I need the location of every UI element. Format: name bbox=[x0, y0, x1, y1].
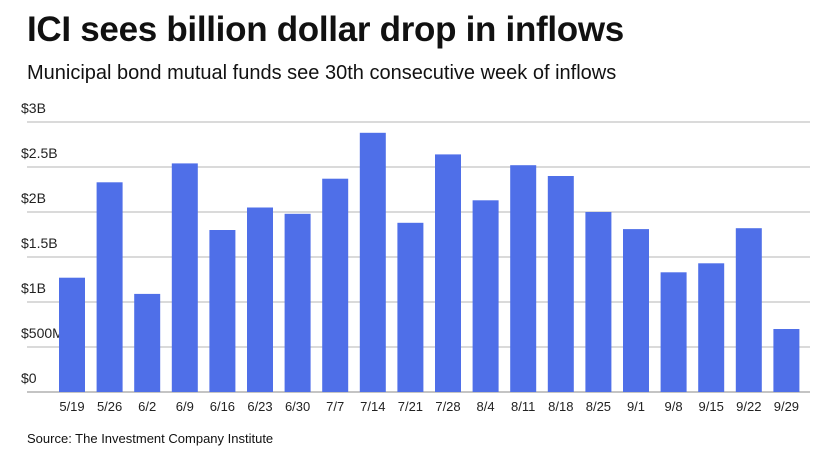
source-note: Source: The Investment Company Institute bbox=[27, 431, 274, 446]
x-tick-label: 9/22 bbox=[736, 399, 761, 414]
y-tick-label: $0 bbox=[21, 370, 37, 386]
y-tick-label: $2.5B bbox=[21, 145, 58, 161]
x-tick-label: 6/9 bbox=[176, 399, 194, 414]
chart-title: ICI sees billion dollar drop in inflows bbox=[27, 10, 624, 49]
bar-5-26 bbox=[96, 182, 123, 392]
x-tick-label: 6/16 bbox=[210, 399, 235, 414]
x-tick-label: 9/8 bbox=[665, 399, 683, 414]
bar-7-7 bbox=[322, 178, 349, 392]
x-tick-label: 8/18 bbox=[548, 399, 573, 414]
bar-9-22 bbox=[735, 228, 762, 392]
x-tick-label: 6/23 bbox=[247, 399, 272, 414]
bar-8-25 bbox=[585, 212, 612, 392]
bar-7-14 bbox=[359, 132, 386, 393]
bar-9-15 bbox=[698, 263, 725, 392]
x-tick-label: 7/7 bbox=[326, 399, 344, 414]
x-tick-label: 8/4 bbox=[477, 399, 495, 414]
x-tick-label: 5/26 bbox=[97, 399, 122, 414]
bar-8-4 bbox=[472, 200, 499, 392]
bar-8-11 bbox=[510, 165, 537, 392]
x-tick-label: 9/1 bbox=[627, 399, 645, 414]
x-tick-label: 6/2 bbox=[138, 399, 156, 414]
chart-subtitle: Municipal bond mutual funds see 30th con… bbox=[27, 62, 617, 84]
bar-7-28 bbox=[435, 154, 461, 392]
bar-9-29 bbox=[773, 329, 800, 392]
x-tick-label: 9/29 bbox=[774, 399, 799, 414]
bar-5-19 bbox=[59, 277, 85, 392]
x-tick-label: 8/25 bbox=[586, 399, 611, 414]
y-tick-label: $1.5B bbox=[21, 235, 58, 251]
y-tick-label: $2B bbox=[21, 190, 46, 206]
bar-8-18 bbox=[547, 176, 574, 392]
y-tick-label: $1B bbox=[21, 280, 46, 296]
bar-6-2 bbox=[134, 293, 161, 392]
bar-6-23 bbox=[247, 207, 273, 392]
x-tick-label: 8/11 bbox=[511, 399, 535, 414]
bar-6-30 bbox=[284, 213, 311, 392]
bar-6-16 bbox=[209, 230, 236, 392]
bar-6-9 bbox=[171, 163, 198, 392]
x-tick-label: 6/30 bbox=[285, 399, 310, 414]
bar-9-8 bbox=[660, 272, 687, 392]
x-tick-label: 5/19 bbox=[59, 399, 84, 414]
bar-9-1 bbox=[623, 229, 649, 392]
x-tick-label: 9/15 bbox=[699, 399, 724, 414]
x-tick-label: 7/14 bbox=[360, 399, 385, 414]
bar-7-21 bbox=[397, 222, 424, 392]
y-tick-label: $3B bbox=[21, 100, 46, 116]
x-tick-label: 7/28 bbox=[435, 399, 460, 414]
y-tick-label: $500M bbox=[21, 325, 64, 341]
x-tick-label: 7/21 bbox=[398, 399, 423, 414]
